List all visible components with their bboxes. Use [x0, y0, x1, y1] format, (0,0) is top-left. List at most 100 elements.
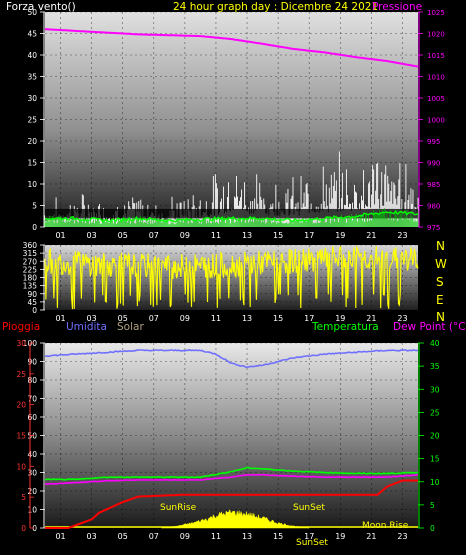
x-tick-label: 09 — [180, 314, 190, 323]
x-tick-label: 17 — [304, 314, 314, 323]
rain-tick-label: 5 — [21, 493, 26, 502]
sunset-annotation: SunSet — [293, 503, 325, 513]
x-tick-label: 07 — [149, 532, 159, 541]
y-left-tick-label: 50 — [27, 8, 37, 17]
x-tick-label: 17 — [304, 231, 314, 240]
temp-tick-label: 40 — [430, 339, 440, 348]
y-right-tick-label: 985 — [427, 181, 440, 189]
moonrise-annotation: Moon Rise — [362, 521, 409, 531]
pressure-line — [44, 28, 419, 68]
dir-letter-n-top: N — [436, 239, 445, 253]
y-right-tick-label: 995 — [427, 138, 440, 146]
y-left-tick-label: 0 — [32, 223, 37, 232]
rain-tick-label: 25 — [16, 370, 26, 379]
y-right-tick-label: 1000 — [427, 117, 445, 125]
pressure-label: Pressione — [372, 1, 422, 13]
x-tick-label: 01 — [55, 314, 65, 323]
rain-tick-label: 0 — [21, 524, 26, 533]
rain-line — [45, 479, 418, 529]
y-left-tick-label: 180 — [23, 274, 38, 283]
y-left-tick-label: 90 — [27, 358, 37, 367]
rain-tick-label: 20 — [16, 401, 26, 410]
y-left-tick-label: 10 — [27, 180, 37, 189]
y-left-tick-label: 50 — [27, 432, 37, 441]
dir-letter-s: S — [436, 275, 444, 289]
chart-title: 24 hour graph day : Dicembre 24 2021 — [173, 1, 378, 13]
y-left-tick-label: 45 — [27, 30, 37, 39]
temperature-line — [44, 466, 419, 481]
sunset-annotation-2: SunSet — [296, 538, 328, 548]
y-left-tick-label: 315 — [23, 249, 38, 258]
y-left-tick-label: 270 — [23, 257, 38, 266]
humidity-line — [44, 348, 419, 369]
rain-label: Pioggia — [2, 321, 40, 333]
dir-letter-e: E — [436, 293, 444, 307]
y-right-tick-label: 1025 — [427, 9, 445, 17]
x-tick-label: 17 — [304, 532, 314, 541]
y-left-tick-label: 30 — [27, 469, 37, 478]
dewpoint-label: Dew Point (°C) — [393, 321, 466, 333]
dewpoint-line — [44, 473, 419, 486]
y-left-tick-label: 80 — [27, 376, 37, 385]
rain-temp-marks — [44, 348, 419, 529]
y-right-tick-label: 1010 — [427, 74, 445, 82]
y-left-tick-label: 360 — [23, 241, 38, 250]
wind-label: Forza vento() — [6, 1, 76, 13]
x-tick-label: 13 — [242, 532, 252, 541]
wind-direction-line — [44, 245, 419, 310]
x-tick-label: 07 — [149, 231, 159, 240]
x-tick-label: 23 — [397, 231, 407, 240]
wind-dark-band — [45, 208, 418, 219]
solar-area — [161, 508, 310, 529]
y-left-tick-label: 10 — [27, 506, 37, 515]
temp-tick-label: 30 — [430, 385, 440, 394]
x-tick-label: 01 — [55, 532, 65, 541]
x-tick-label: 15 — [273, 231, 283, 240]
x-tick-label: 15 — [273, 314, 283, 323]
dir-letter-w: W — [435, 257, 447, 271]
y-left-tick-label: 70 — [27, 395, 37, 404]
x-tick-label: 21 — [366, 532, 376, 541]
y-left-tick-label: 90 — [27, 290, 37, 299]
y-left-tick-label: 0 — [32, 306, 37, 315]
temp-tick-label: 5 — [430, 501, 435, 510]
x-tick-label: 23 — [397, 314, 407, 323]
wind-pressure-marks — [44, 28, 419, 227]
x-tick-label: 05 — [118, 532, 128, 541]
y-left-tick-label: 15 — [27, 159, 37, 168]
x-tick-label: 09 — [180, 231, 190, 240]
x-tick-label: 21 — [366, 231, 376, 240]
x-tick-label: 05 — [118, 231, 128, 240]
x-tick-label: 19 — [335, 231, 345, 240]
wind-direction-marks — [44, 245, 419, 310]
y-left-tick-label: 20 — [27, 137, 37, 146]
temp-tick-label: 10 — [430, 478, 440, 487]
y-left-tick-label: 5 — [32, 202, 37, 211]
rain-tick-label: 10 — [16, 462, 26, 471]
wind-avg-line — [44, 209, 419, 223]
x-tick-label: 05 — [118, 314, 128, 323]
y-left-tick-label: 40 — [27, 51, 37, 60]
temperature-label: Temperatura — [311, 321, 379, 333]
x-tick-label: 19 — [335, 314, 345, 323]
humidity-label: Umidita — [66, 321, 107, 333]
y-right-tick-label: 975 — [427, 224, 440, 232]
rain-temp-grid — [45, 342, 418, 529]
y-right-tick-label: 1005 — [427, 95, 445, 103]
x-tick-label: 03 — [87, 532, 97, 541]
x-tick-label: 15 — [273, 532, 283, 541]
temp-tick-label: 15 — [430, 455, 440, 464]
x-tick-label: 03 — [87, 314, 97, 323]
y-left-tick-label: 45 — [27, 298, 37, 307]
y-right-tick-label: 990 — [427, 160, 440, 168]
y-right-tick-label: 980 — [427, 203, 440, 211]
rain-tick-label: 15 — [16, 432, 26, 441]
x-tick-label: 19 — [335, 532, 345, 541]
x-tick-label: 23 — [397, 532, 407, 541]
x-tick-label: 09 — [180, 532, 190, 541]
y-left-tick-label: 135 — [23, 282, 38, 291]
y-left-tick-label: 25 — [27, 116, 37, 125]
temp-tick-label: 25 — [430, 408, 440, 417]
y-left-tick-label: 225 — [23, 265, 38, 274]
